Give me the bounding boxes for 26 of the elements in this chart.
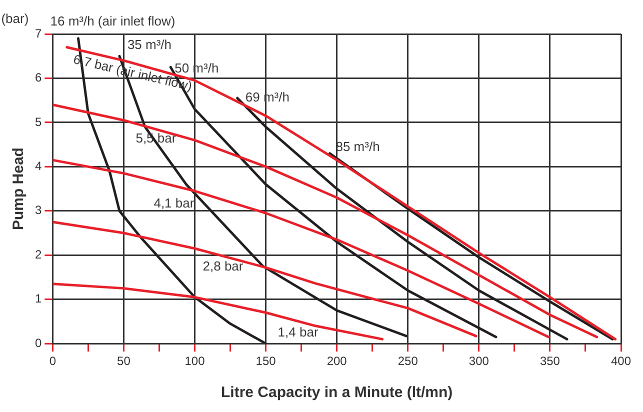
series-label: 5,5 bar bbox=[136, 130, 177, 146]
x-tick-label: 150 bbox=[256, 354, 276, 368]
y-tick-label: 3 bbox=[34, 203, 42, 218]
y-tick-label: 4 bbox=[34, 159, 42, 173]
y-tick-label: 5 bbox=[34, 114, 42, 129]
y-tick-label: 2 bbox=[34, 247, 42, 262]
series-label: 35 m³/h bbox=[127, 37, 172, 52]
text: 16 m³/h (air inlet flow) bbox=[50, 14, 176, 28]
x-tick-label: 100 bbox=[184, 354, 206, 368]
x-tick-label: 250 bbox=[398, 354, 418, 368]
y-tick-label: 7 bbox=[34, 26, 42, 40]
x-tick-label: 50 bbox=[117, 354, 131, 368]
series-label: 1,4 bar bbox=[278, 324, 319, 340]
y-tick-label: 0 bbox=[34, 336, 42, 350]
x-tick-label: 0 bbox=[49, 354, 56, 368]
text: (bar) bbox=[1, 11, 29, 26]
x-tick-label: 350 bbox=[540, 354, 560, 368]
x-tick-label: 400 bbox=[610, 354, 632, 368]
x-tick-label: 300 bbox=[468, 354, 490, 368]
series-label: 4,1 bar bbox=[154, 195, 195, 210]
series-label: 2,8 bar bbox=[202, 258, 244, 274]
y-tick-label: 1 bbox=[34, 292, 42, 306]
y-axis-title: Pump Head bbox=[10, 148, 28, 230]
y-tick-label: 6 bbox=[34, 70, 42, 85]
x-tick-label: 200 bbox=[326, 354, 348, 368]
x-axis-title: Litre Capacity in a Minute (lt/mn) bbox=[220, 384, 453, 402]
